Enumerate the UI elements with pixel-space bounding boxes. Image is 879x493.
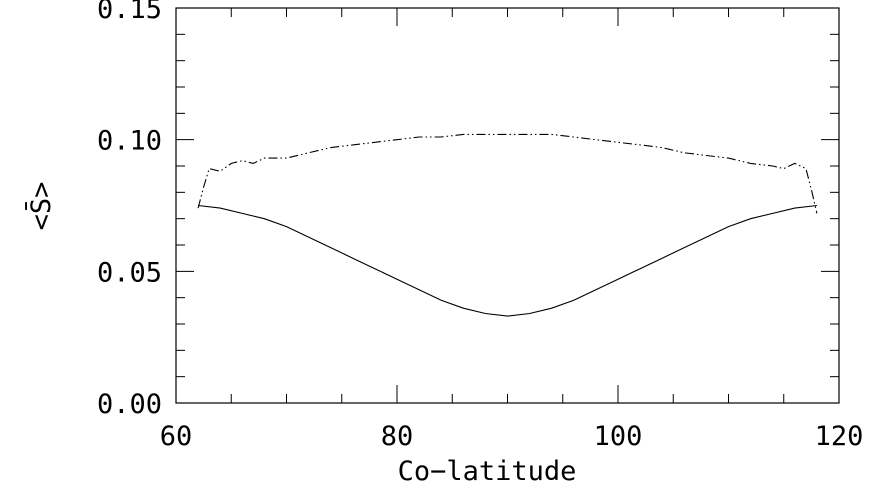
y-tick-label: 0.15 bbox=[97, 0, 162, 25]
y-tick-label: 0.05 bbox=[97, 257, 162, 288]
series-group bbox=[197, 133, 818, 317]
y-tick-label: 0.10 bbox=[97, 126, 162, 157]
tick-labels: 60 80 100 120 0.00 0.05 0.10 0.15 bbox=[97, 0, 863, 452]
plot-frame bbox=[175, 7, 840, 404]
x-tick-label: 120 bbox=[815, 421, 864, 452]
x-tick-label: 80 bbox=[381, 421, 414, 452]
y-axis-label: <S̄> bbox=[25, 182, 57, 231]
y-tick-label: 0.00 bbox=[97, 389, 162, 420]
axis-ticks bbox=[175, 7, 840, 404]
series-solid-line bbox=[198, 204, 817, 317]
series-dash-dot-line bbox=[197, 133, 818, 214]
x-axis-label: Co−latitude bbox=[398, 456, 577, 487]
x-tick-label: 60 bbox=[160, 421, 193, 452]
x-tick-label: 100 bbox=[594, 421, 643, 452]
